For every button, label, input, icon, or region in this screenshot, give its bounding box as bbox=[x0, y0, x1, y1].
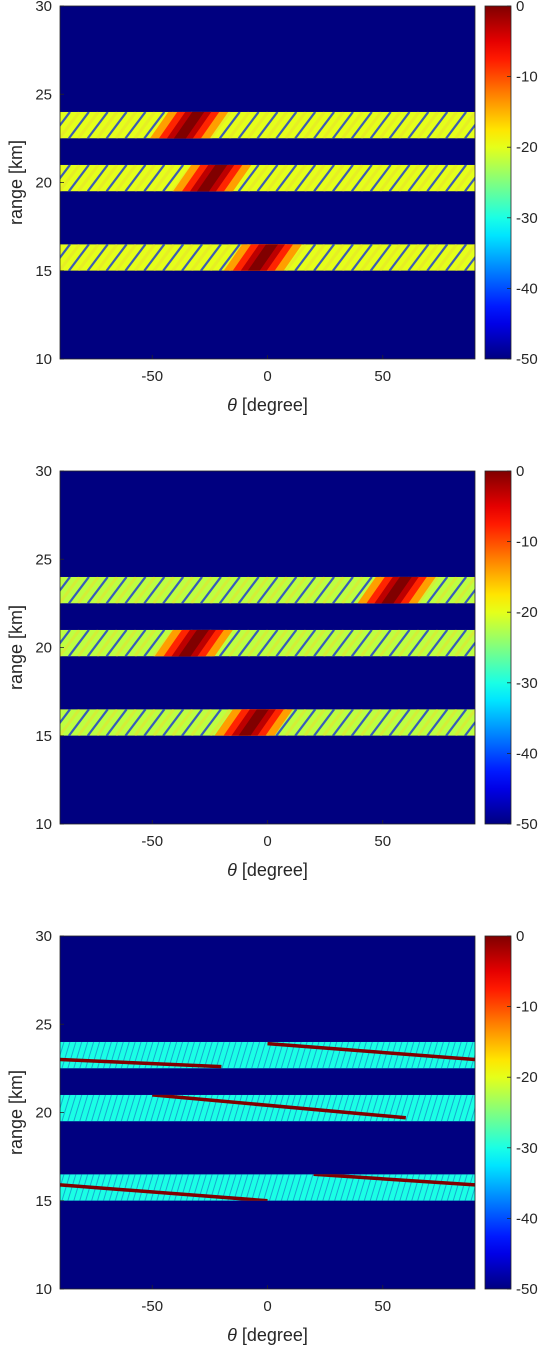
colorbar-tick-label: -30 bbox=[516, 1140, 538, 1157]
y-tick-label: 30 bbox=[35, 463, 52, 480]
x-tick-label: 0 bbox=[263, 833, 271, 850]
x-tick-label: 0 bbox=[263, 1298, 271, 1315]
colorbar-tick-label: 0 bbox=[516, 0, 524, 15]
heatmap-panel-3: 10 15 20 25 30 -50 0 50 θ [degree] range [km] 0 -10… bbox=[0, 928, 542, 1370]
x-tick-label: -50 bbox=[141, 833, 163, 850]
main-lobe bbox=[178, 629, 209, 657]
colorbar-tick-label: -40 bbox=[516, 745, 538, 762]
x-axis-label: θ [degree] bbox=[227, 860, 308, 880]
colorbar-tick-label: -10 bbox=[516, 534, 538, 551]
y-axis-label: range [km] bbox=[6, 140, 26, 225]
y-tick-label: 20 bbox=[35, 640, 52, 657]
range-band-3 bbox=[60, 244, 475, 271]
y-tick-label: 20 bbox=[35, 1105, 52, 1122]
y-tick-label: 15 bbox=[35, 728, 52, 745]
colorbar-tick-label: 0 bbox=[516, 928, 524, 945]
main-lobe bbox=[247, 244, 279, 271]
range-band-2 bbox=[60, 1094, 475, 1122]
colorbar-tick-label: -50 bbox=[516, 351, 538, 368]
colorbar-tick-label: -40 bbox=[516, 1210, 538, 1227]
y-axis-label: range [km] bbox=[6, 605, 26, 690]
range-band-1 bbox=[60, 576, 475, 604]
main-lobe bbox=[196, 164, 228, 192]
y-tick-label: 20 bbox=[35, 175, 52, 192]
main-lobe bbox=[238, 709, 269, 736]
y-tick-label: 10 bbox=[35, 351, 52, 368]
colorbar bbox=[484, 935, 512, 1290]
colorbar bbox=[484, 470, 512, 825]
x-axis-label: θ [degree] bbox=[227, 1325, 308, 1345]
x-tick-label: 50 bbox=[374, 368, 391, 385]
colorbar-tick-label: -30 bbox=[516, 675, 538, 692]
colorbar-tick-label: 0 bbox=[516, 463, 524, 480]
colorbar-tick-label: -20 bbox=[516, 1069, 538, 1086]
range-band-2 bbox=[60, 164, 475, 192]
colorbar-tick-label: -30 bbox=[516, 210, 538, 227]
chart-svg: 10 15 20 25 30 -50 0 50 θ [degree] range [km] 0 -10… bbox=[6, 0, 538, 415]
colorbar-tick-label: -20 bbox=[516, 604, 538, 621]
ridge-line bbox=[152, 1094, 406, 1120]
y-tick-label: 15 bbox=[35, 1193, 52, 1210]
y-tick-label: 30 bbox=[35, 928, 52, 945]
main-lobe bbox=[173, 111, 205, 139]
colorbar-tick-label: -50 bbox=[516, 1281, 538, 1298]
range-band-1 bbox=[60, 111, 475, 139]
y-tick-label: 25 bbox=[35, 86, 52, 103]
colorbar-tick-label: -10 bbox=[516, 69, 538, 86]
y-axis-label: range [km] bbox=[6, 1070, 26, 1155]
y-tick-label: 10 bbox=[35, 1281, 52, 1298]
chart-svg: 10 15 20 25 30 -50 0 50 θ [degree] range [km] 0 -10… bbox=[6, 928, 538, 1345]
ridge-line bbox=[313, 1174, 475, 1187]
y-tick-label: 15 bbox=[35, 263, 52, 280]
x-tick-label: 50 bbox=[374, 833, 391, 850]
x-tick-label: 0 bbox=[263, 368, 271, 385]
range-band-1 bbox=[60, 1041, 475, 1069]
ridge-line bbox=[267, 1041, 475, 1062]
colorbar bbox=[484, 5, 512, 360]
y-tick-label: 25 bbox=[35, 1016, 52, 1033]
colorbar-tick-label: -10 bbox=[516, 999, 538, 1016]
y-tick-label: 30 bbox=[35, 0, 52, 15]
x-tick-label: 50 bbox=[374, 1298, 391, 1315]
x-tick-label: -50 bbox=[141, 368, 163, 385]
y-tick-label: 25 bbox=[35, 551, 52, 568]
colorbar-tick-label: -40 bbox=[516, 280, 538, 297]
ridge-line bbox=[60, 1183, 268, 1201]
colorbar-tick-label: -20 bbox=[516, 139, 538, 156]
y-tick-label: 10 bbox=[35, 816, 52, 833]
range-band-3 bbox=[60, 709, 475, 736]
range-band-3 bbox=[60, 1174, 475, 1201]
heatmap-panel-1: 10 15 20 25 30 -50 0 50 θ [degree] range [km] 0 -10… bbox=[0, 0, 542, 440]
colorbar-tick-label: -50 bbox=[516, 816, 538, 833]
x-axis-label: θ [degree] bbox=[227, 395, 308, 415]
main-lobe bbox=[381, 576, 412, 604]
heatmap-panel-2: 10 15 20 25 30 -50 0 50 θ [degree] range [km] 0 -10… bbox=[0, 463, 542, 905]
chart-svg: 10 15 20 25 30 -50 0 50 θ [degree] range [km] 0 -10… bbox=[6, 463, 538, 880]
range-band-2 bbox=[60, 629, 475, 657]
x-tick-label: -50 bbox=[141, 1298, 163, 1315]
ridge-line bbox=[60, 1057, 222, 1069]
